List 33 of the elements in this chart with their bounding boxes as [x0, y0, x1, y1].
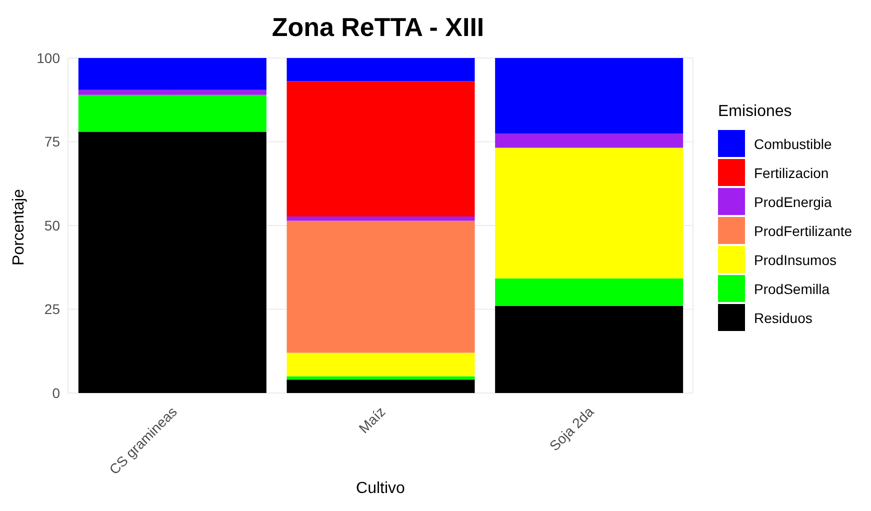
y-axis-title: Porcentaje [10, 188, 28, 266]
bar [286, 352, 475, 376]
bar [286, 220, 475, 353]
bar [495, 134, 684, 148]
legend-label: Fertilizacion [754, 164, 829, 180]
legend-label: ProdEnergia [754, 194, 832, 210]
bar [286, 216, 475, 221]
chart-title: Zona ReTTA - XIII [270, 12, 486, 43]
bar [286, 81, 475, 216]
bar [286, 376, 475, 380]
legend-label: ProdSemilla [754, 280, 830, 296]
bar [495, 58, 684, 134]
y-tick-label: 0 [52, 384, 60, 401]
bar [78, 58, 266, 90]
legend-label: ProdInsumos [754, 252, 836, 268]
bar [286, 58, 475, 82]
legend-label: Residuos [754, 310, 812, 326]
y-tick-label: 75 [44, 134, 60, 150]
bar [495, 306, 684, 393]
bar [78, 132, 266, 393]
legend-label: ProdFertilizante [754, 222, 852, 238]
bar [495, 278, 684, 306]
x-tick-label: Soja 2da [546, 403, 597, 454]
bar [495, 148, 684, 278]
legend-title: Emisiones [718, 103, 793, 121]
legend-label: Combustible [754, 136, 832, 152]
x-axis-title: Cultivo [356, 480, 406, 497]
bar [286, 380, 475, 393]
y-tick-label: 50 [44, 217, 60, 234]
bar [78, 94, 266, 132]
y-tick-label: 25 [44, 301, 60, 318]
y-tick-label: 100 [36, 50, 60, 66]
bar [78, 90, 266, 95]
